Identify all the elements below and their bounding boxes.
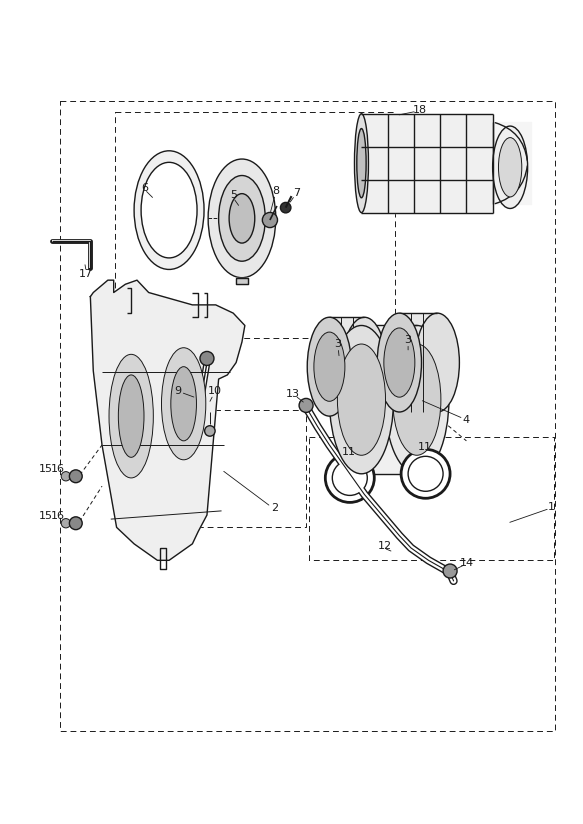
Text: 15: 15 [38, 511, 52, 521]
Polygon shape [236, 278, 248, 284]
Circle shape [69, 517, 82, 530]
Polygon shape [329, 317, 364, 416]
Text: 3: 3 [405, 335, 412, 345]
Ellipse shape [208, 159, 276, 278]
Text: 7: 7 [293, 188, 300, 198]
Ellipse shape [377, 313, 422, 412]
Text: 2: 2 [272, 503, 279, 513]
Text: 11: 11 [417, 442, 431, 452]
Ellipse shape [329, 325, 394, 474]
Ellipse shape [357, 129, 366, 198]
Text: 1: 1 [547, 502, 554, 512]
Circle shape [262, 213, 278, 227]
Circle shape [325, 453, 374, 503]
Circle shape [200, 352, 214, 365]
Circle shape [205, 426, 215, 436]
Ellipse shape [229, 194, 255, 243]
Circle shape [61, 518, 71, 528]
Ellipse shape [161, 348, 206, 460]
Circle shape [408, 456, 443, 491]
Text: 16: 16 [51, 464, 65, 474]
Text: 15: 15 [38, 464, 52, 474]
Text: 6: 6 [141, 183, 148, 193]
Text: 17: 17 [79, 269, 93, 279]
Circle shape [332, 461, 367, 495]
Text: 9: 9 [174, 386, 181, 396]
Ellipse shape [384, 328, 415, 397]
Polygon shape [361, 325, 417, 474]
Polygon shape [90, 280, 245, 560]
Ellipse shape [493, 126, 528, 208]
Ellipse shape [141, 162, 197, 258]
Ellipse shape [109, 354, 153, 478]
Circle shape [443, 564, 457, 578]
Ellipse shape [134, 151, 204, 269]
Ellipse shape [393, 344, 441, 456]
Polygon shape [361, 114, 493, 213]
Circle shape [61, 471, 71, 481]
Text: 16: 16 [51, 511, 65, 521]
Ellipse shape [385, 325, 449, 474]
Text: 10: 10 [208, 386, 222, 396]
Ellipse shape [314, 332, 345, 401]
Text: 13: 13 [286, 389, 300, 399]
Ellipse shape [219, 176, 265, 261]
Circle shape [280, 203, 291, 213]
Text: 11: 11 [342, 447, 356, 456]
Ellipse shape [342, 317, 387, 416]
Circle shape [299, 399, 313, 412]
Text: 12: 12 [378, 541, 392, 551]
Ellipse shape [307, 317, 352, 416]
Text: 5: 5 [230, 190, 237, 200]
Ellipse shape [415, 313, 459, 412]
Circle shape [69, 470, 82, 483]
Ellipse shape [171, 367, 196, 441]
Polygon shape [493, 122, 531, 204]
Ellipse shape [498, 138, 522, 197]
Text: 4: 4 [463, 415, 470, 425]
Ellipse shape [338, 344, 385, 456]
Text: 3: 3 [335, 339, 342, 349]
Text: 18: 18 [413, 105, 427, 115]
Circle shape [401, 449, 450, 499]
Ellipse shape [118, 375, 144, 457]
Polygon shape [399, 313, 437, 412]
Ellipse shape [354, 114, 368, 213]
Text: 14: 14 [459, 558, 473, 568]
Text: 8: 8 [272, 186, 279, 196]
